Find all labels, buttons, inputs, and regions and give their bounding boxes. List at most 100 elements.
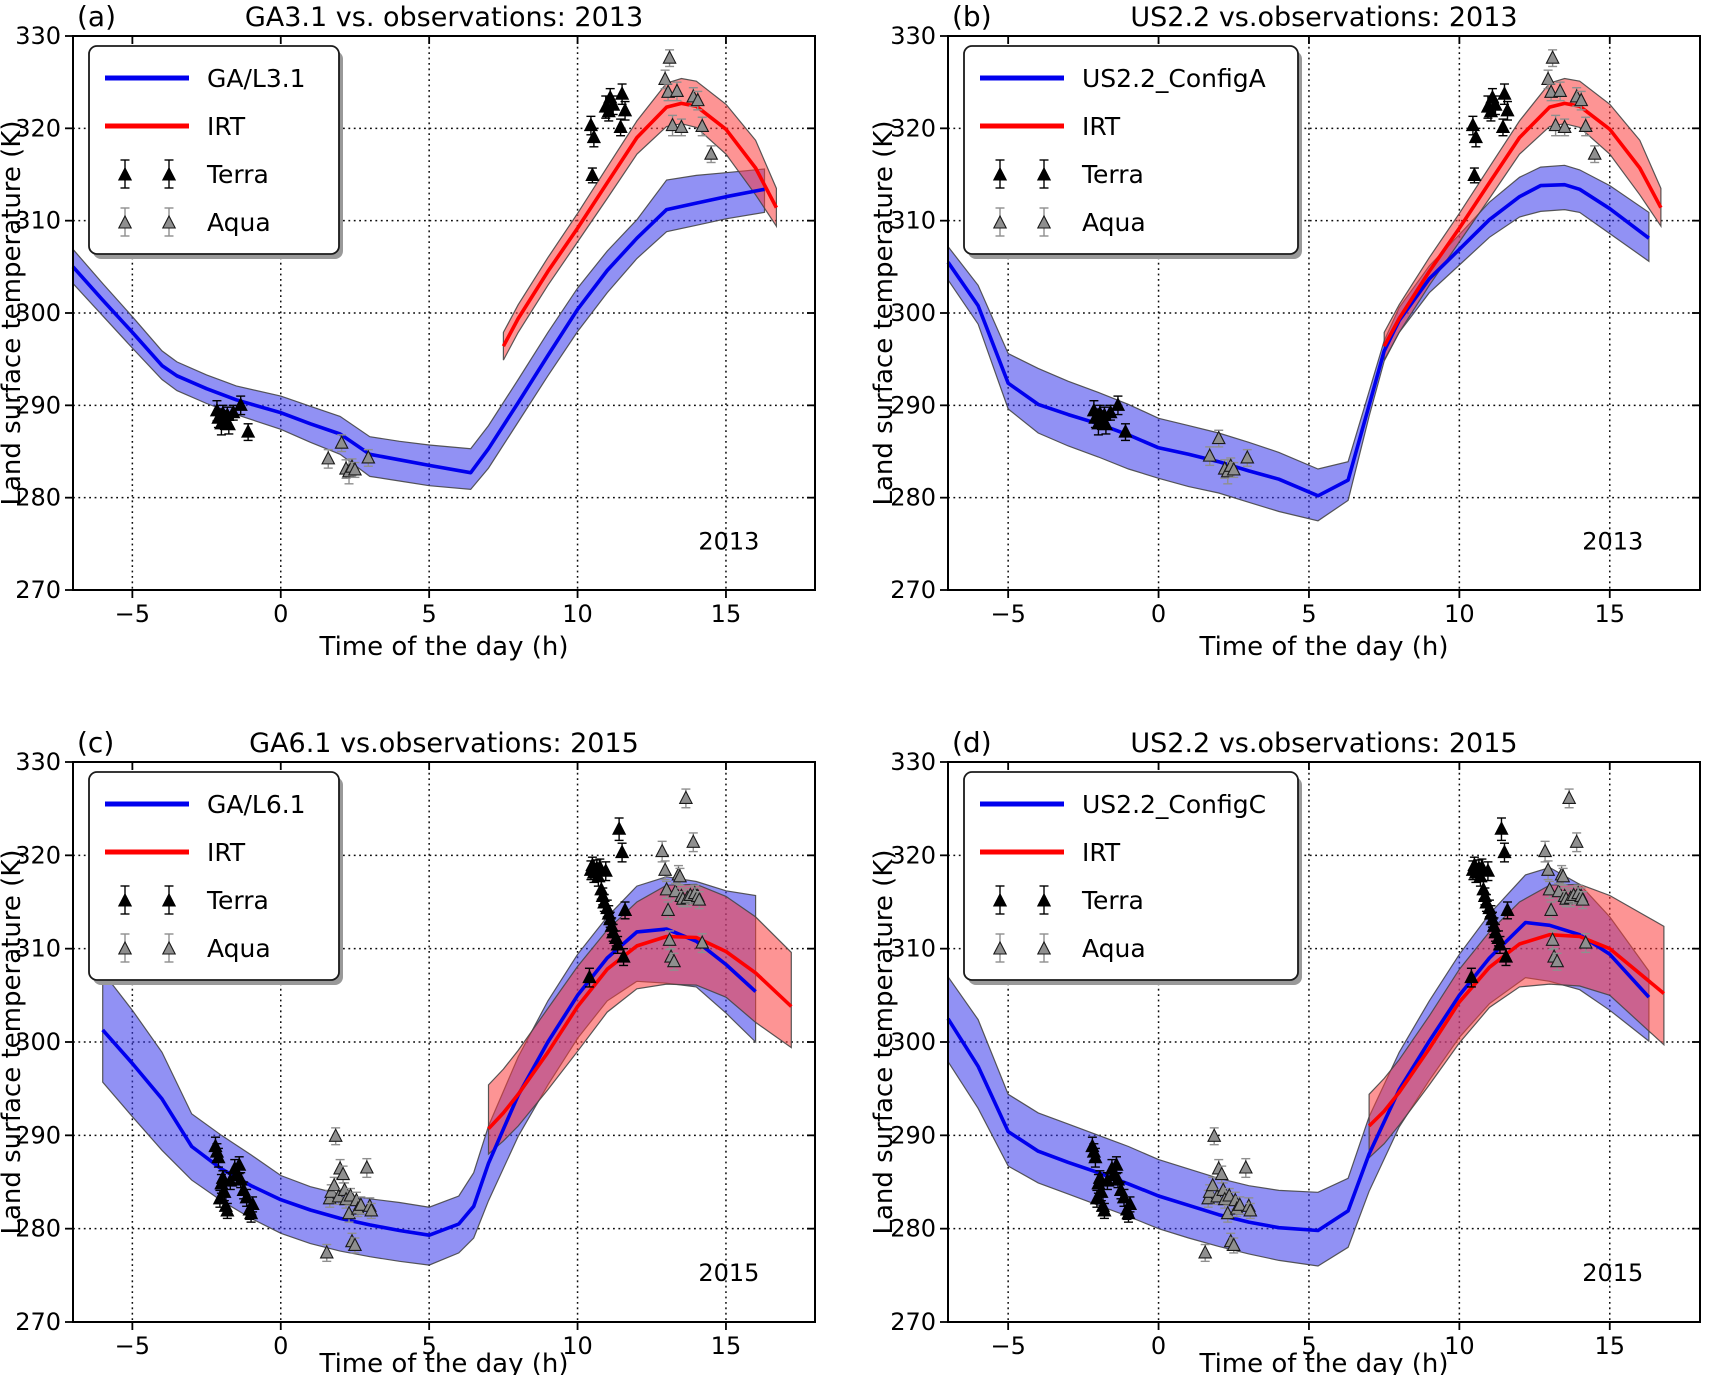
legend-terra-marker-sample — [161, 892, 177, 907]
y-tick-label: 310 — [890, 935, 936, 963]
terra-point — [1500, 102, 1515, 117]
model-line — [71, 187, 765, 475]
x-tick-label: 0 — [1151, 1332, 1166, 1360]
terra-point — [241, 423, 256, 438]
aqua-point — [328, 1128, 343, 1142]
panel-letter: (a) — [77, 0, 116, 33]
model-line — [946, 182, 1650, 498]
panel-letter: (c) — [77, 726, 114, 759]
aqua-point — [1550, 953, 1565, 968]
terra-point — [1488, 97, 1503, 111]
aqua-point — [674, 119, 689, 133]
legend-label-model: GA/L3.1 — [207, 64, 306, 93]
legend-box — [88, 771, 340, 981]
legend-aqua-marker-sample — [117, 940, 133, 955]
legend-label-aqua: Aqua — [207, 934, 271, 963]
legend-aqua-marker-sample — [161, 940, 177, 955]
x-tick-label: 15 — [711, 1332, 742, 1360]
terra-point — [1465, 117, 1480, 132]
terra-point — [616, 948, 631, 963]
x-tick-label: 5 — [1301, 600, 1316, 628]
legend-terra-marker-sample — [1036, 166, 1052, 181]
aqua-point — [347, 1237, 363, 1252]
aqua-point — [335, 1166, 351, 1181]
terra-point — [1109, 1157, 1124, 1171]
y-tick-label: 290 — [15, 391, 61, 419]
x-tick-label: −5 — [115, 600, 150, 628]
x-tick-label: 15 — [1594, 1332, 1625, 1360]
panel-b: 2013 −5 0 5 10 15 270 280 290 300 310 320 330 US2.2 v… — [866, 0, 1731, 691]
aqua-point — [1575, 891, 1590, 906]
aqua-point — [1202, 447, 1217, 462]
x-tick-label: 5 — [422, 1332, 437, 1360]
aqua-point — [1545, 932, 1560, 946]
legend: GA/L3.1 IRT Terra Aqua — [88, 45, 343, 259]
y-tick-label: 300 — [890, 299, 936, 327]
legend-terra-marker-sample — [1036, 892, 1052, 907]
x-tick-label: 0 — [1151, 600, 1166, 628]
aqua-point — [1544, 902, 1559, 916]
legend-label-terra: Terra — [206, 160, 269, 189]
aqua-point — [1557, 119, 1572, 133]
legend-label-terra: Terra — [206, 886, 269, 915]
y-tick-label: 270 — [15, 576, 61, 604]
terra-point — [614, 85, 630, 100]
aqua-point — [321, 450, 336, 465]
terra-point — [1110, 397, 1126, 411]
x-tick-label: 10 — [562, 1332, 593, 1360]
aqua-point — [662, 932, 677, 946]
aqua-point — [1240, 449, 1255, 464]
terra-point — [1492, 936, 1508, 951]
aqua-point — [1574, 92, 1589, 107]
model-line — [101, 927, 757, 1238]
x-tick-label: 0 — [273, 600, 288, 628]
legend-terra-marker-sample — [117, 892, 133, 907]
legend-terra-marker-sample — [117, 166, 133, 181]
legend-box — [88, 45, 340, 255]
aqua-point — [678, 790, 693, 804]
x-axis-label: Time of the day (h) — [318, 632, 568, 662]
terra-point — [1497, 844, 1512, 859]
legend-aqua-marker-sample — [1036, 214, 1052, 229]
terra-point — [1500, 902, 1515, 916]
legend-aqua-marker-sample — [117, 214, 133, 229]
y-tick-label: 280 — [15, 1215, 61, 1243]
year-label: 2015 — [698, 1259, 759, 1287]
aqua-point — [1562, 790, 1577, 804]
y-tick-label: 330 — [15, 748, 61, 776]
y-tick-label: 300 — [15, 1028, 61, 1056]
aqua-point — [658, 862, 673, 876]
legend: US2.2_ConfigC IRT Terra Aqua — [963, 771, 1302, 985]
aqua-point — [353, 1197, 368, 1211]
y-axis-label: Land surface temperature (K) — [0, 849, 27, 1234]
aqua-point — [660, 84, 676, 98]
legend-terra-marker-sample — [992, 166, 1008, 181]
aqua-point — [662, 49, 677, 64]
y-tick-label: 300 — [890, 1028, 936, 1056]
y-axis-label: Land surface temperature (K) — [869, 120, 899, 505]
terra-point — [1480, 863, 1496, 877]
terra-point — [221, 416, 236, 431]
terra-point — [610, 936, 625, 951]
terra-point — [1097, 1202, 1112, 1217]
aqua-point — [1232, 1197, 1247, 1211]
legend-label-irt: IRT — [1082, 112, 1121, 141]
terra-point — [598, 863, 613, 877]
legend-label-model: GA/L6.1 — [207, 790, 306, 819]
terra-point — [245, 1196, 260, 1210]
axis-ticks — [940, 35, 1700, 598]
terra-point — [1467, 167, 1482, 181]
y-tick-label: 330 — [890, 22, 936, 50]
panel-title: US2.2 vs.observations: 2015 — [1130, 728, 1517, 759]
aqua-point — [1542, 881, 1557, 896]
y-tick-label: 300 — [15, 299, 61, 327]
y-tick-label: 320 — [15, 841, 61, 869]
irt-uncertainty-band — [1368, 883, 1665, 1160]
panel-d: 2015 −5 0 5 10 15 270 280 290 300 310 320 330 US2.2 v… — [866, 688, 1731, 1375]
year-label: 2015 — [1582, 1259, 1643, 1287]
terra-point — [1498, 948, 1514, 963]
x-tick-label: 10 — [562, 600, 593, 628]
aqua-point — [655, 843, 670, 858]
aqua-point — [1545, 49, 1560, 64]
chart-a: 2013 −5 0 5 10 15 270 280 290 300 310 320 330 GA3.1 v… — [0, 0, 816, 662]
